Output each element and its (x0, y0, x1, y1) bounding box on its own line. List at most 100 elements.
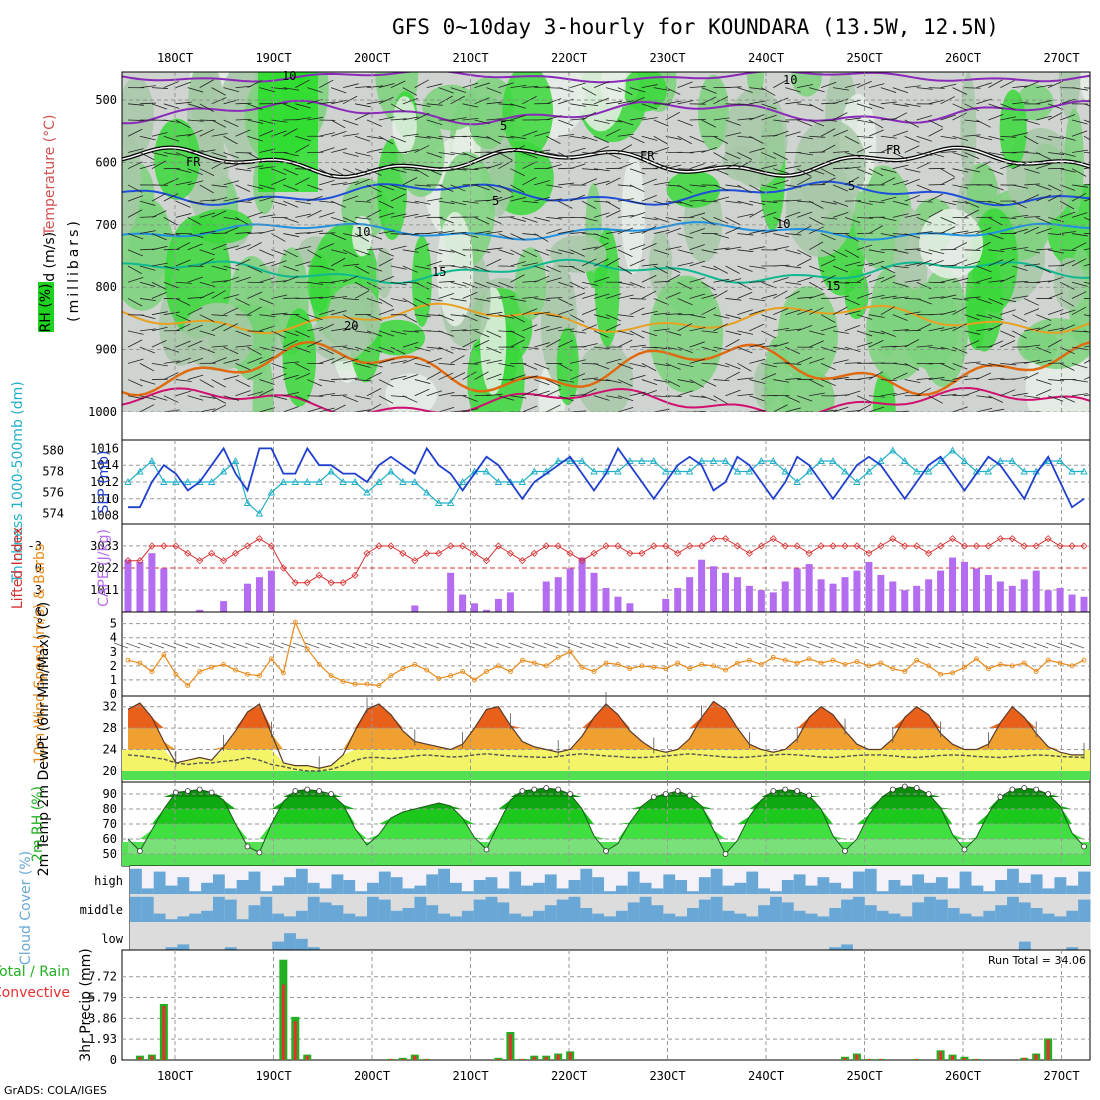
wind-barb (581, 388, 597, 397)
wind-barb (832, 112, 848, 121)
wind-barb (271, 119, 288, 123)
wind-barb (1083, 135, 1090, 141)
wind-barb (880, 177, 896, 186)
wind-barb (247, 119, 264, 124)
cloud-cell-bg (770, 922, 783, 950)
thickness-point (136, 467, 144, 475)
cape-bar (1044, 590, 1052, 612)
wind-barb (773, 308, 789, 316)
wind-barb (139, 152, 155, 161)
cloud-cell-bg (248, 922, 261, 950)
wind10m-point (699, 661, 705, 667)
wind-barb (199, 314, 215, 322)
wind10m-barb (615, 642, 631, 649)
wind-barb (976, 241, 991, 251)
wind-barb (952, 112, 968, 121)
wind-barb (343, 83, 359, 88)
cloud-cell (971, 885, 984, 894)
wind-barb (247, 306, 262, 316)
wind-barb (892, 112, 908, 121)
wind-barb (785, 309, 801, 316)
wind-barb (283, 184, 299, 191)
cloud-cell (924, 882, 937, 894)
cloud-cell-bg (1042, 866, 1055, 894)
wind10m-barb (735, 642, 750, 649)
wind-barb (331, 182, 348, 186)
cape-bar (1032, 570, 1040, 612)
wind-barb (438, 314, 454, 321)
cape-tick: 1011 (90, 583, 119, 597)
wind10m-barb (209, 642, 224, 649)
cloud-cell (544, 905, 558, 922)
wind-barb (450, 281, 467, 287)
wind-barb (820, 275, 836, 283)
wind-barb (773, 264, 790, 267)
wind-barb (211, 97, 227, 105)
wind-barb (390, 193, 406, 202)
wind-barb (808, 103, 824, 112)
wind-barb (785, 199, 802, 202)
cloud-cell (675, 916, 688, 922)
wind-barb (342, 95, 358, 105)
wind10m-barb (818, 642, 834, 649)
wind-barb (940, 310, 957, 316)
wind-barb (773, 216, 789, 224)
wind-barb (355, 379, 372, 382)
cloud-cell (284, 877, 297, 894)
wind-barb (1059, 260, 1076, 267)
wind-barb (534, 149, 551, 153)
wind-barb (1059, 211, 1076, 218)
wind-barb (307, 249, 322, 259)
wind-barb (641, 152, 658, 155)
wind-tick: 3 (110, 645, 117, 659)
thickness-point (518, 478, 527, 485)
wind-barb (199, 330, 216, 336)
cloud-cell-bg (675, 894, 688, 922)
cloud-cell-bg (236, 894, 250, 922)
wind-barb (151, 87, 168, 89)
wind-barb (342, 358, 359, 364)
wind-barb (976, 328, 993, 332)
rh2m-point (662, 791, 669, 797)
cloud-cell-bg (201, 922, 214, 950)
wind-barb (402, 298, 418, 307)
wind-barb (223, 346, 239, 355)
wind-barb (366, 298, 383, 304)
wind-barb (211, 357, 227, 364)
cloud-cell-bg (983, 922, 996, 950)
wind-barb (665, 164, 682, 170)
cloud-cell (426, 874, 439, 894)
wind-barb (259, 87, 275, 93)
wind-barb (904, 213, 921, 218)
wind-barb (665, 379, 681, 388)
li-point (267, 542, 275, 550)
li-point (1032, 542, 1040, 550)
wind-barb (880, 392, 897, 397)
wind10m-barb (567, 642, 583, 649)
slp-tick: 1012 (90, 475, 119, 489)
wind-barb (378, 96, 394, 105)
wind-tick: 0 (110, 687, 117, 701)
wind-barb (880, 135, 897, 139)
wind-barb (761, 344, 778, 348)
legend-convective: Convective (0, 985, 70, 1001)
wind-barb (354, 265, 370, 274)
temperature-contour (122, 180, 1090, 207)
cloud-cell (153, 871, 167, 894)
wind-barb (832, 295, 849, 299)
wind-barb (582, 103, 599, 106)
wind-barb (486, 197, 503, 202)
rh-tick: 90 (103, 787, 117, 801)
cloud-cell (201, 882, 214, 894)
wind-barb (366, 281, 382, 290)
wind-barb (1000, 275, 1016, 283)
wind-barb (1047, 112, 1063, 121)
wind-barb (1083, 103, 1090, 107)
wind-barb (952, 406, 968, 412)
bottom-date-label: 22OCT (551, 1069, 587, 1083)
cloud-cell-bg (1030, 922, 1044, 950)
wind-barb (355, 200, 372, 203)
cape-bar (745, 585, 753, 612)
wind-barb (510, 114, 526, 121)
wind-barb (342, 314, 358, 323)
